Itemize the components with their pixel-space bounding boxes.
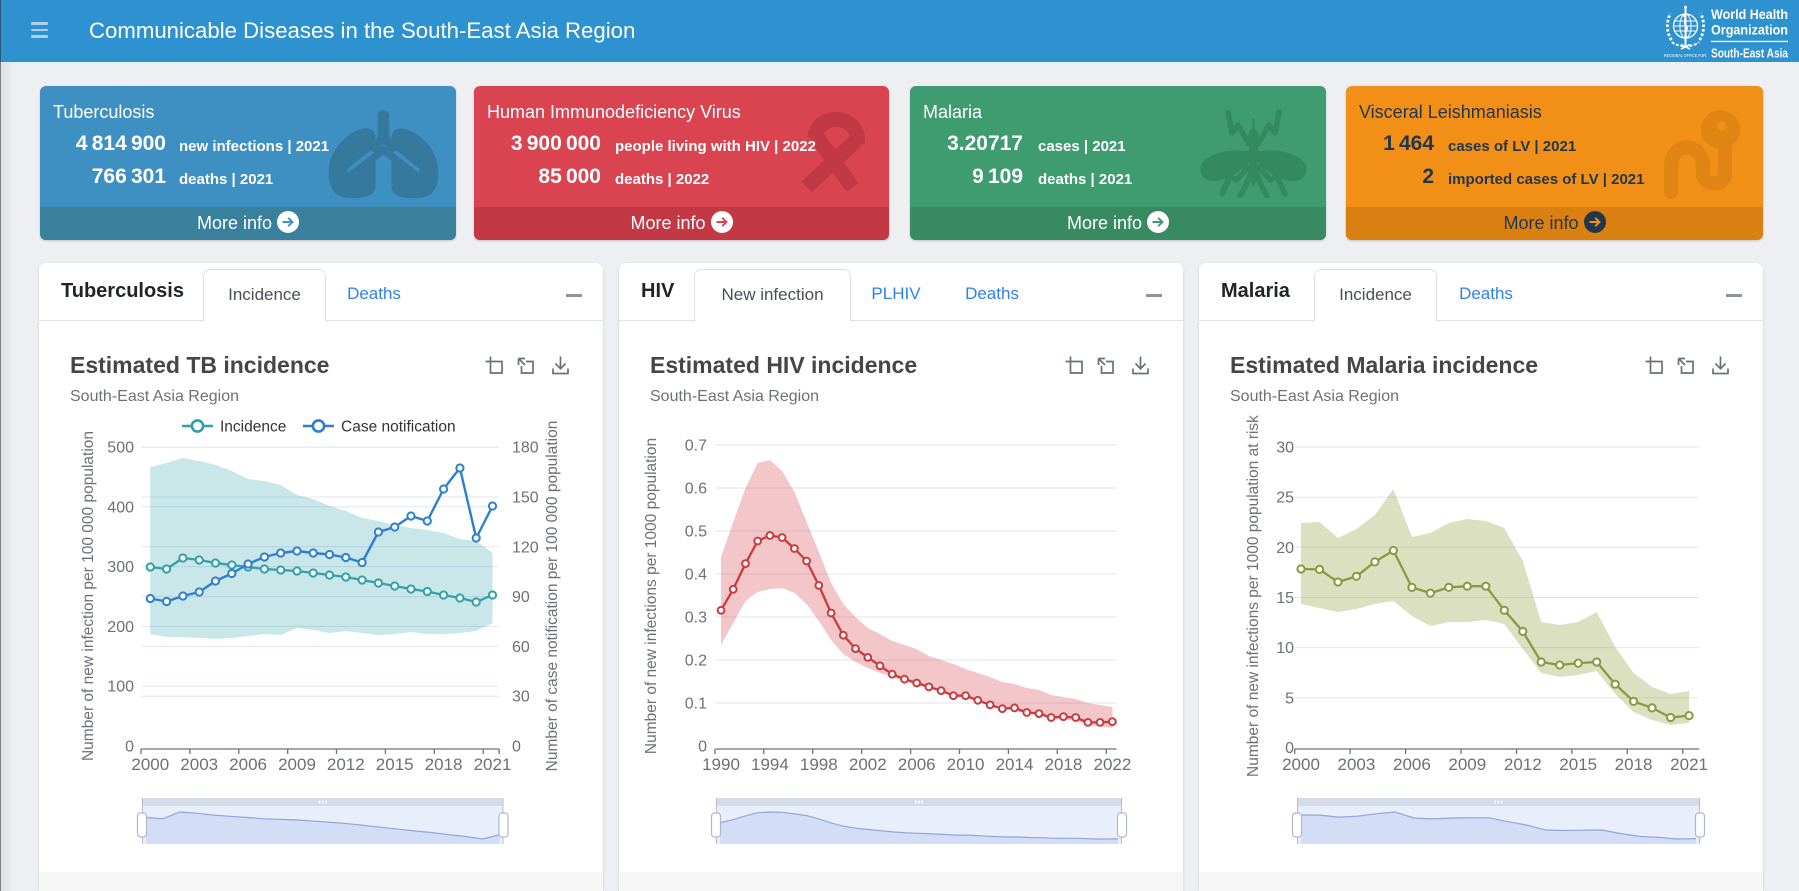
svg-text:200: 200 (107, 619, 134, 636)
svg-text:1990: 1990 (702, 755, 740, 774)
svg-text:30: 30 (1276, 440, 1294, 457)
svg-text:60: 60 (512, 639, 530, 656)
svg-text:20: 20 (1276, 540, 1294, 557)
svg-text:2018: 2018 (1044, 755, 1082, 774)
svg-text:Number of case notification pe: Number of case notification per 100 000 … (544, 421, 561, 772)
svg-text:2003: 2003 (180, 755, 218, 774)
svg-text:0.1: 0.1 (685, 696, 707, 713)
svg-text:Estimated Malaria incidence: Estimated Malaria incidence (1230, 352, 1538, 378)
svg-text:South-East Asia: South-East Asia (1711, 47, 1789, 61)
svg-text:2021: 2021 (474, 755, 512, 774)
svg-text:Organization: Organization (1711, 23, 1788, 38)
svg-text:2006: 2006 (1393, 755, 1431, 774)
svg-text:300: 300 (107, 559, 134, 576)
svg-text:0.4: 0.4 (685, 567, 707, 584)
svg-text:Number of new infection per 10: Number of new infection per 100 000 popu… (80, 431, 97, 761)
svg-text:2006: 2006 (898, 755, 936, 774)
svg-text:15: 15 (1276, 590, 1294, 607)
svg-text:5: 5 (1285, 690, 1294, 707)
svg-text:30: 30 (512, 689, 530, 706)
svg-text:0.2: 0.2 (685, 653, 707, 670)
svg-text:0: 0 (125, 739, 134, 756)
svg-text:0: 0 (1285, 740, 1294, 757)
svg-text:2010: 2010 (947, 755, 985, 774)
svg-text:2022: 2022 (1093, 755, 1131, 774)
svg-text:2014: 2014 (996, 755, 1034, 774)
svg-text:120: 120 (512, 539, 539, 556)
svg-text:0: 0 (698, 739, 707, 756)
svg-text:0.7: 0.7 (685, 438, 707, 455)
svg-text:150: 150 (512, 490, 539, 507)
svg-text:Number of new infections per 1: Number of new infections per 1000 popula… (1245, 415, 1262, 777)
svg-text:Estimated HIV incidence: Estimated HIV incidence (650, 352, 917, 378)
svg-text:25: 25 (1276, 490, 1294, 507)
svg-text:90: 90 (512, 589, 530, 606)
svg-text:100: 100 (107, 679, 134, 696)
svg-text:180: 180 (512, 440, 539, 457)
svg-text:0.3: 0.3 (685, 610, 707, 627)
svg-text:REGIONAL OFFICE FOR:: REGIONAL OFFICE FOR: (1664, 53, 1707, 58)
svg-text:1998: 1998 (800, 755, 838, 774)
svg-text:Incidence: Incidence (220, 419, 286, 436)
svg-text:2003: 2003 (1337, 755, 1375, 774)
svg-text:2009: 2009 (1448, 755, 1486, 774)
svg-text:2012: 2012 (327, 755, 365, 774)
svg-text:2000: 2000 (131, 755, 169, 774)
svg-text:500: 500 (107, 440, 134, 457)
svg-text:2021: 2021 (1670, 755, 1708, 774)
svg-text:2012: 2012 (1504, 755, 1542, 774)
svg-text:2015: 2015 (1559, 755, 1597, 774)
svg-text:World Health: World Health (1711, 7, 1788, 22)
svg-text:10: 10 (1276, 640, 1294, 657)
svg-text:2006: 2006 (229, 755, 267, 774)
svg-text:South-East Asia Region: South-East Asia Region (70, 388, 239, 405)
svg-text:2018: 2018 (425, 755, 463, 774)
svg-text:2009: 2009 (278, 755, 316, 774)
svg-text:0.5: 0.5 (685, 524, 707, 541)
svg-text:Case notification: Case notification (341, 419, 456, 436)
svg-text:1994: 1994 (751, 755, 789, 774)
svg-text:2000: 2000 (1282, 755, 1320, 774)
svg-text:400: 400 (107, 499, 134, 516)
svg-text:South-East Asia Region: South-East Asia Region (1230, 388, 1399, 405)
svg-text:2018: 2018 (1615, 755, 1653, 774)
svg-text:0.6: 0.6 (685, 481, 707, 498)
svg-text:South-East Asia Region: South-East Asia Region (650, 388, 819, 405)
svg-text:2002: 2002 (849, 755, 887, 774)
svg-text:2015: 2015 (376, 755, 414, 774)
svg-text:0: 0 (512, 739, 521, 756)
svg-text:Number of new infections per 1: Number of new infections per 1000 popula… (643, 438, 660, 754)
svg-text:Estimated TB incidence: Estimated TB incidence (70, 352, 329, 378)
